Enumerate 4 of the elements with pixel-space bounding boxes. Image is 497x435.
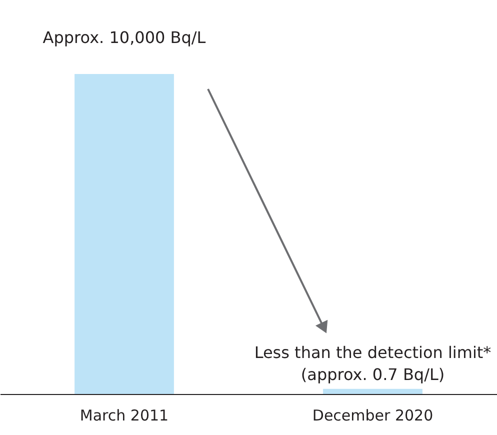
data-label: Less than the detection limit* (approx. 0.7 Bq/L)	[254, 342, 492, 384]
x-tick-label: December 2020	[312, 406, 434, 424]
x-tick-label: March 2011	[80, 406, 169, 424]
data-label: Approx. 10,000 Bq/L	[42, 28, 206, 47]
